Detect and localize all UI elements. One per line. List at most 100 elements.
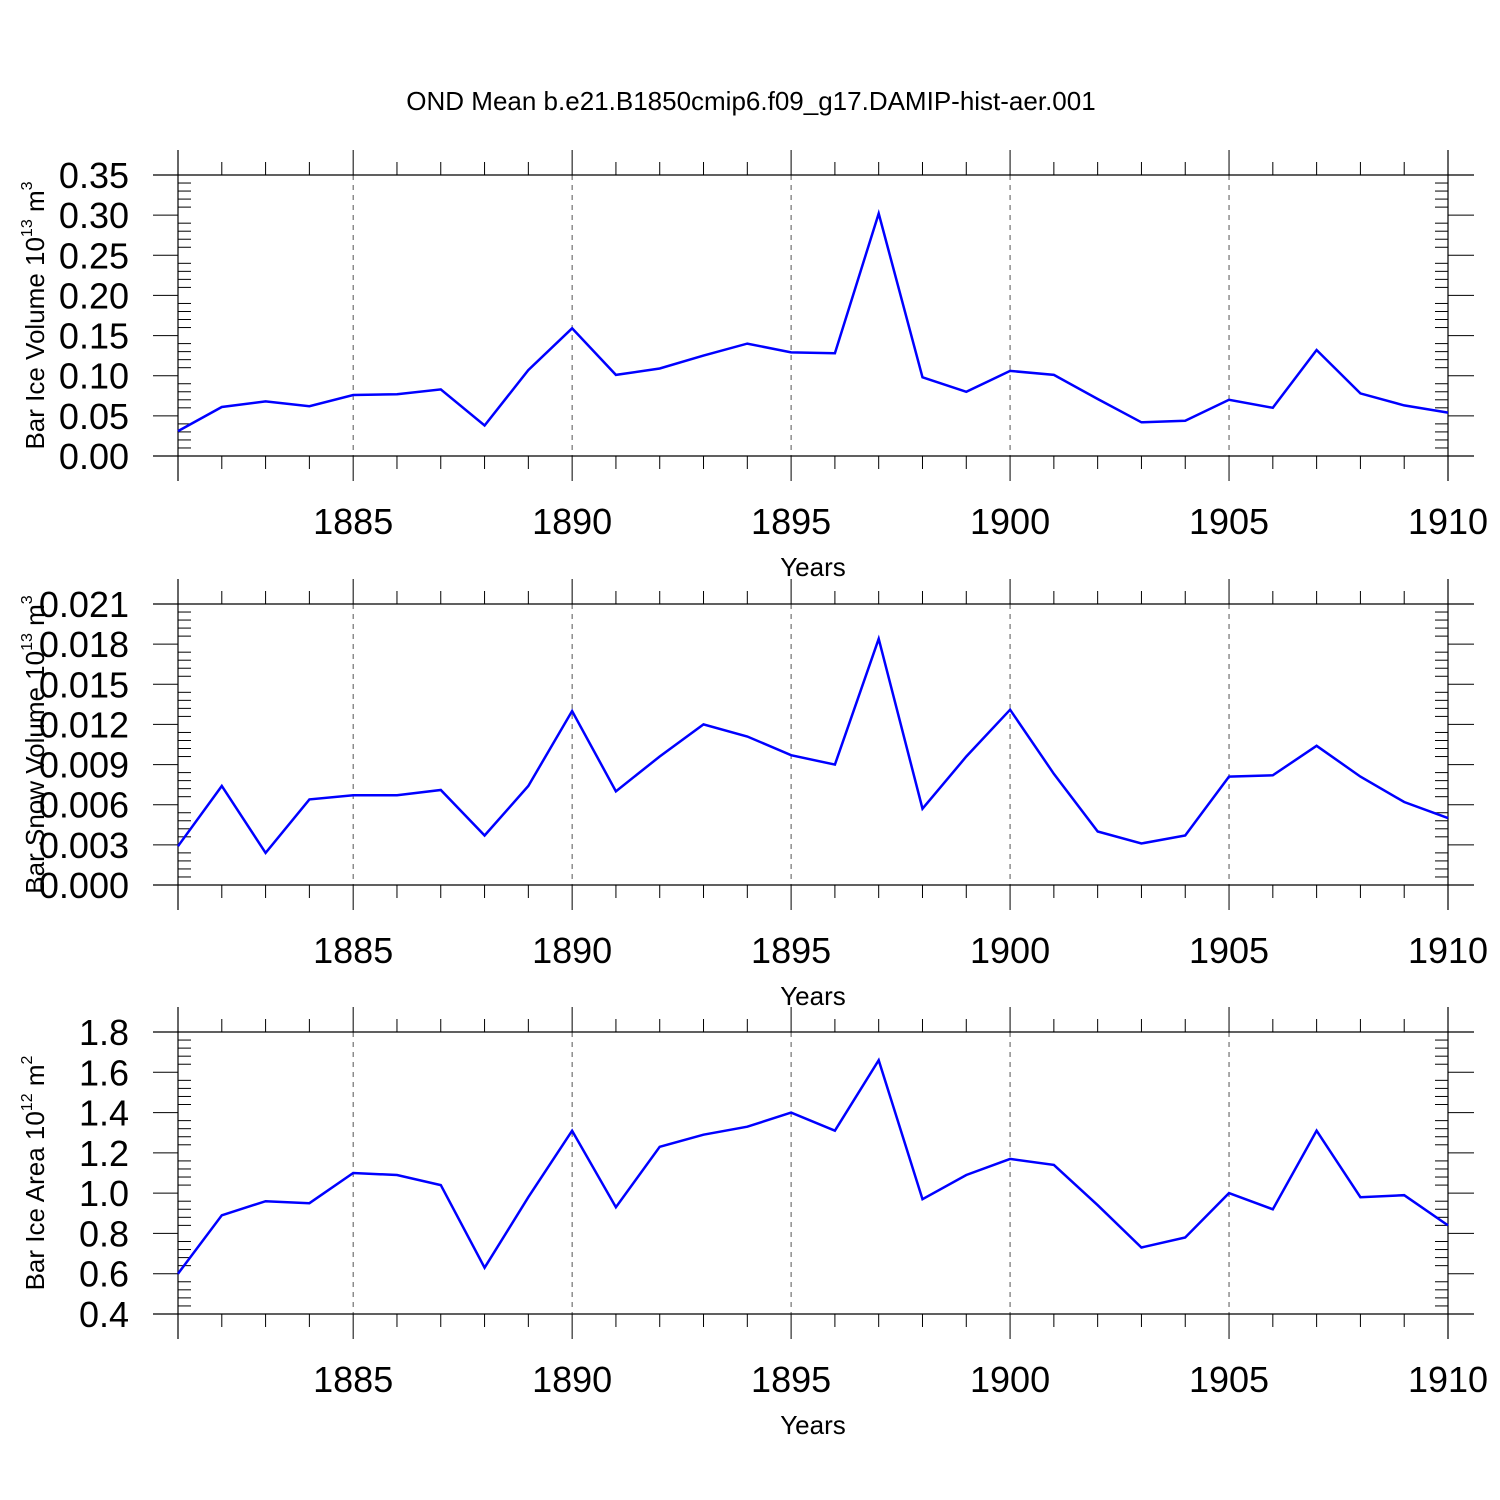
y-tick-label: 0.000 [39, 865, 129, 906]
x-tick-label: 1900 [970, 1359, 1050, 1400]
y-tick-label: 1.4 [79, 1093, 129, 1134]
x-tick-label: 1885 [313, 1359, 393, 1400]
y-tick-label: 0.05 [59, 396, 129, 437]
data-point [1053, 773, 1055, 775]
y-axis-title-superscript: 13 [19, 633, 36, 651]
y-tick-label: 0.006 [39, 785, 129, 826]
y-tick-label: 1.6 [79, 1052, 129, 1093]
data-point [615, 374, 617, 376]
data-point [1140, 421, 1142, 423]
data-point [1009, 1158, 1011, 1160]
chart-title: OND Mean b.e21.B1850cmip6.f09_g17.DAMIP-… [406, 86, 1095, 116]
data-point [1228, 399, 1230, 401]
data-point [877, 212, 879, 214]
data-point [1447, 411, 1449, 413]
data-point [177, 430, 179, 432]
y-axis-title-superscript: 3 [19, 595, 36, 604]
y-tick-label: 0.4 [79, 1294, 129, 1335]
data-point [790, 754, 792, 756]
y-tick-label: 0.30 [59, 195, 129, 236]
data-point [1053, 374, 1055, 376]
y-tick-label: 0.015 [39, 664, 129, 705]
y-tick-label: 0.15 [59, 316, 129, 357]
data-point [965, 1174, 967, 1176]
data-point [571, 710, 573, 712]
data-point [1053, 1164, 1055, 1166]
data-point [440, 1184, 442, 1186]
y-axis-title-part: Bar Ice Volume 10 [20, 237, 50, 449]
data-point [659, 755, 661, 757]
y-axis-title-superscript: 13 [19, 219, 36, 237]
chart-panel-3: 1885 1890 1895 1900 1905 1910Years0.40.60.81.… [19, 1007, 1488, 1440]
data-point [396, 794, 398, 796]
data-point [615, 1206, 617, 1208]
data-point [1315, 1130, 1317, 1132]
data-point [264, 400, 266, 402]
data-point [702, 354, 704, 356]
x-tick-label: 1905 [1189, 1359, 1269, 1400]
data-point [1184, 1236, 1186, 1238]
data-point [1096, 398, 1098, 400]
data-point [921, 1198, 923, 1200]
y-axis-title: Bar Ice Area 1012 m2 [19, 1055, 50, 1290]
data-point [221, 1214, 223, 1216]
data-point [1009, 370, 1011, 372]
data-point [1096, 830, 1098, 832]
data-point [1228, 775, 1230, 777]
data-point [834, 352, 836, 354]
x-axis-title: Years [780, 1410, 846, 1440]
x-axis-title: Years [780, 981, 846, 1011]
data-point [1359, 775, 1361, 777]
data-point [483, 834, 485, 836]
data-point [1009, 709, 1011, 711]
data-point [264, 1200, 266, 1202]
x-tick-label: 1890 [532, 1359, 612, 1400]
data-point [1403, 1194, 1405, 1196]
data-point [615, 790, 617, 792]
data-point [921, 376, 923, 378]
data-point [746, 735, 748, 737]
x-tick-label: 1905 [1189, 930, 1269, 971]
data-point [483, 1266, 485, 1268]
chart-panel-1: 1885 1890 1895 1900 1905 1910Years0.000.050.1… [19, 150, 1488, 582]
x-axis-title: Years [780, 552, 846, 582]
data-point [965, 391, 967, 393]
data-point [221, 785, 223, 787]
data-point [483, 424, 485, 426]
data-point [877, 638, 879, 640]
y-axis-title-part: m [20, 1064, 50, 1093]
y-tick-label: 1.2 [79, 1133, 129, 1174]
y-tick-label: 0.009 [39, 745, 129, 786]
data-point [790, 1111, 792, 1113]
data-point [1184, 834, 1186, 836]
data-point [877, 1059, 879, 1061]
y-tick-label: 0.6 [79, 1254, 129, 1295]
data-point [1096, 1204, 1098, 1206]
y-tick-label: 0.021 [39, 584, 129, 625]
data-point [177, 1273, 179, 1275]
y-tick-label: 0.012 [39, 704, 129, 745]
y-tick-label: 0.00 [59, 436, 129, 477]
data-point [440, 388, 442, 390]
data-point [659, 1146, 661, 1148]
data-point [659, 367, 661, 369]
chart-panels: 1885 1890 1895 1900 1905 1910Years0.000.050.1… [19, 150, 1488, 1440]
chart-panel-2: 1885 1890 1895 1900 1905 1910Years0.0000.0030… [19, 579, 1488, 1011]
data-point [1272, 407, 1274, 409]
series-line [177, 209, 1449, 433]
x-tick-label: 1895 [751, 501, 831, 542]
data-point [1403, 801, 1405, 803]
data-point [702, 723, 704, 725]
x-tick-label: 1885 [313, 930, 393, 971]
data-point [308, 798, 310, 800]
data-point [396, 1174, 398, 1176]
data-point [1315, 745, 1317, 747]
data-point [527, 785, 529, 787]
data-point [702, 1134, 704, 1136]
data-point [746, 1125, 748, 1127]
data-point [1447, 1224, 1449, 1226]
data-point [1272, 1208, 1274, 1210]
data-point [571, 327, 573, 329]
y-tick-label: 1.8 [79, 1012, 129, 1053]
